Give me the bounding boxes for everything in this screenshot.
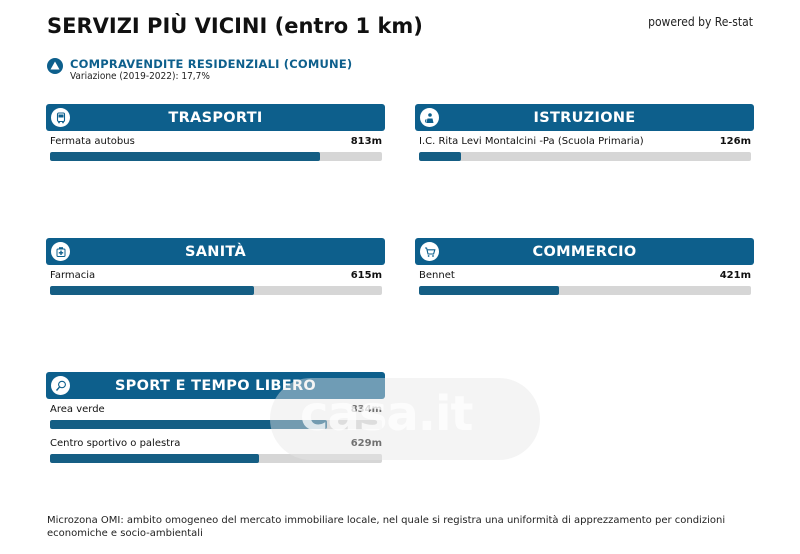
card-header-commercio: COMMERCIO	[415, 238, 754, 265]
card-header-trasporti: TRASPORTI	[46, 104, 385, 131]
distance-bar-fill	[50, 152, 320, 161]
distance-bar-fill	[50, 454, 259, 463]
triangle-up-icon	[47, 58, 63, 74]
item-name: Fermata autobus	[50, 136, 135, 147]
item-name: Farmacia	[50, 270, 96, 281]
pharmacy-icon	[51, 242, 70, 261]
card-title: COMMERCIO	[532, 243, 637, 260]
item-name: Area verde	[50, 404, 105, 415]
school-icon	[420, 108, 439, 127]
card-header-istruzione: ISTRUZIONE	[415, 104, 754, 131]
item-name: Centro sportivo o palestra	[50, 438, 181, 449]
card-title: ISTRUZIONE	[533, 109, 636, 126]
distance-bar	[50, 152, 382, 161]
card-sanita: SANITÀ Farmacia 615m	[46, 238, 385, 299]
card-header-sport: SPORT E TEMPO LIBERO	[46, 372, 385, 399]
card-title: SPORT E TEMPO LIBERO	[114, 377, 317, 394]
trend-subtitle: Variazione (2019-2022): 17,7%	[70, 71, 210, 82]
cart-icon	[420, 242, 439, 261]
list-item: Farmacia 615m	[46, 265, 385, 299]
distance-bar	[419, 152, 751, 161]
footnote: Microzona OMI: ambito omogeneo del merca…	[47, 515, 726, 539]
tennis-icon	[51, 376, 70, 395]
trend-title: COMPRAVENDITE RESIDENZIALI (COMUNE)	[70, 57, 353, 71]
distance-bar	[50, 454, 382, 463]
powered-by-label: powered by Re-stat	[648, 15, 753, 29]
distance-bar	[419, 286, 751, 295]
distance-bar-fill	[419, 286, 559, 295]
card-trasporti: TRASPORTI Fermata autobus 813m	[46, 104, 385, 165]
list-item: Centro sportivo o palestra 629m	[46, 433, 385, 467]
item-distance: 126m	[719, 136, 751, 147]
item-distance: 615m	[350, 270, 382, 281]
card-commercio: COMMERCIO Bennet 421m	[415, 238, 754, 299]
distance-bar-fill	[50, 286, 255, 295]
item-distance: 813m	[350, 136, 382, 147]
item-name: Bennet	[419, 270, 455, 281]
distance-bar	[50, 420, 382, 429]
item-distance: 629m	[350, 438, 382, 449]
item-distance: 421m	[719, 270, 751, 281]
watermark-logo: casa.it	[300, 386, 473, 442]
bus-icon	[51, 108, 70, 127]
list-item: Area verde 834m	[46, 399, 385, 433]
card-title: SANITÀ	[185, 243, 246, 260]
distance-bar	[50, 286, 382, 295]
card-istruzione: ISTRUZIONE I.C. Rita Levi Montalcini -Pa…	[415, 104, 754, 165]
page-title: SERVIZI PIÙ VICINI (entro 1 km)	[47, 14, 423, 38]
list-item: Fermata autobus 813m	[46, 131, 385, 165]
card-header-sanita: SANITÀ	[46, 238, 385, 265]
list-item: I.C. Rita Levi Montalcini -Pa (Scuola Pr…	[415, 131, 754, 165]
list-item: Bennet 421m	[415, 265, 754, 299]
distance-bar-fill	[419, 152, 461, 161]
item-distance: 834m	[350, 404, 382, 415]
card-title: TRASPORTI	[168, 109, 263, 126]
item-name: I.C. Rita Levi Montalcini -Pa (Scuola Pr…	[419, 136, 644, 147]
watermark-backdrop	[270, 378, 540, 460]
card-sport: SPORT E TEMPO LIBERO Area verde 834m Cen…	[46, 372, 385, 467]
distance-bar-fill	[50, 420, 327, 429]
